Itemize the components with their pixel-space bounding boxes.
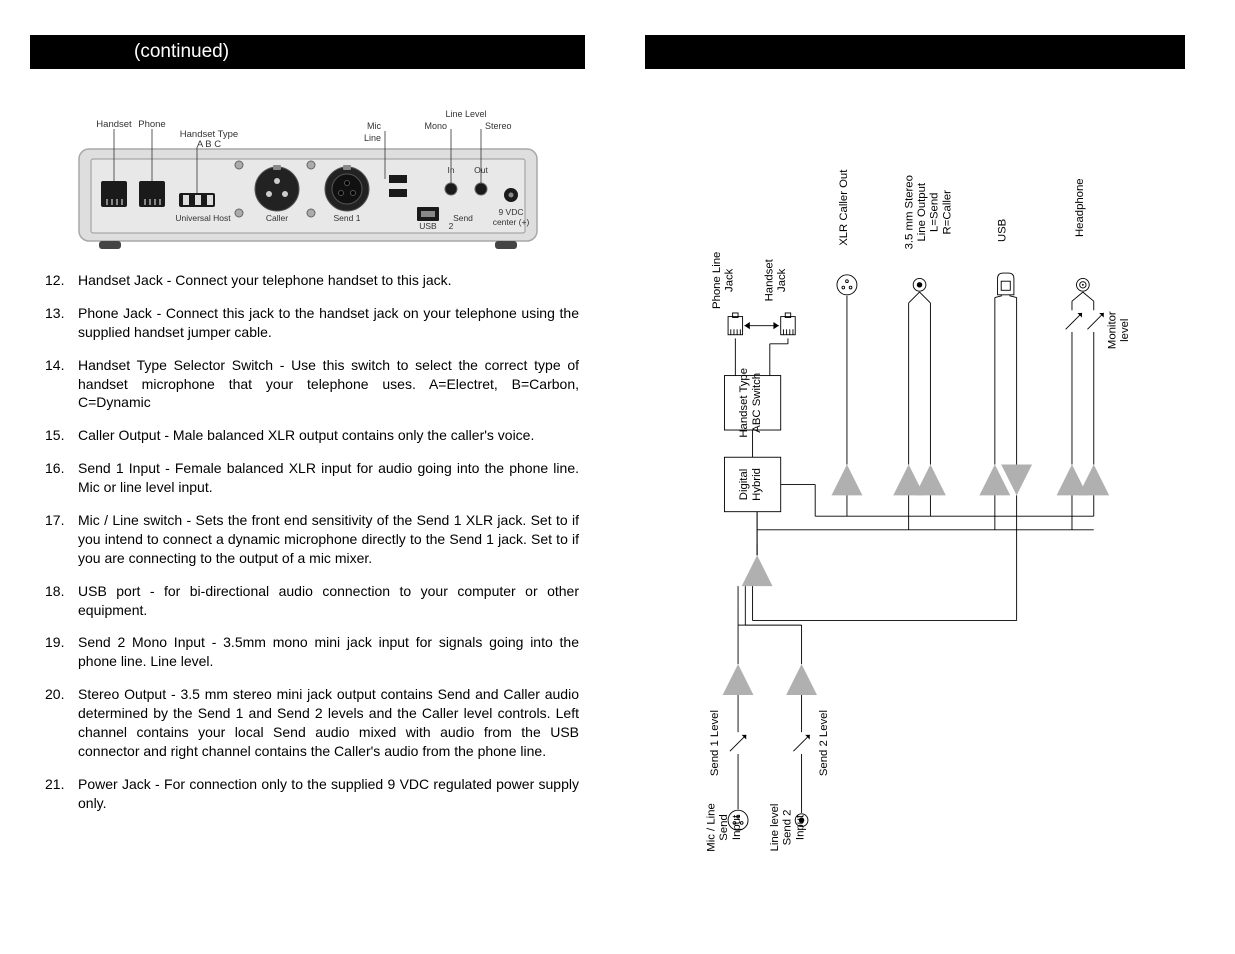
svg-text:Handset: Handset xyxy=(96,119,132,130)
right-header xyxy=(645,35,1185,69)
svg-text:Stereo: Stereo xyxy=(485,121,512,131)
item-text: USB port - for bi-directional audio conn… xyxy=(78,583,579,618)
rear-panel-diagram: Universal HostCallerSend 1USB2Send9 VDCc… xyxy=(63,89,553,251)
svg-text:Line: Line xyxy=(363,133,380,143)
item-number: 12. xyxy=(45,271,64,290)
item-text: Send 2 Mono Input - 3.5mm mono mini jack… xyxy=(78,634,579,669)
item-text: Stereo Output - 3.5 mm stereo mini jack … xyxy=(78,686,579,759)
item-text: Send 1 Input - Female balanced XLR input… xyxy=(78,460,579,495)
svg-text:Universal Host: Universal Host xyxy=(175,213,231,223)
item-text: Mic / Line switch - Sets the front end s… xyxy=(78,512,579,566)
svg-text:HandsetJack: HandsetJack xyxy=(764,258,789,301)
item-text: Handset Type Selector Switch - Use this … xyxy=(78,357,579,411)
item-text: Handset Jack - Connect your telephone ha… xyxy=(78,272,452,288)
svg-text:Line levelSend 2Input: Line levelSend 2Input xyxy=(769,804,806,852)
svg-text:Phone LineJack: Phone LineJack xyxy=(711,252,736,309)
right-column: Mic / LineSendInputLine levelSend 2Input… xyxy=(645,35,1185,919)
item-text: Caller Output - Male balanced XLR output… xyxy=(78,427,534,443)
svg-text:Caller: Caller xyxy=(265,213,287,223)
svg-text:USB: USB xyxy=(997,219,1009,242)
svg-text:Send 1 Level: Send 1 Level xyxy=(709,710,721,776)
list-item: 19.Send 2 Mono Input - 3.5mm mono mini j… xyxy=(78,633,585,671)
svg-text:Mono: Mono xyxy=(424,121,447,131)
left-header-text: (continued) xyxy=(134,41,229,63)
item-number: 21. xyxy=(45,775,64,794)
svg-text:Send 1: Send 1 xyxy=(333,213,360,223)
svg-text:USB: USB xyxy=(419,221,437,231)
list-item: 17.Mic / Line switch - Sets the front en… xyxy=(78,511,585,568)
svg-text:Send: Send xyxy=(453,213,473,223)
item-text: Power Jack - For connection only to the … xyxy=(78,776,579,811)
list-item: 15.Caller Output - Male balanced XLR out… xyxy=(78,426,585,445)
list-item: 14.Handset Type Selector Switch - Use th… xyxy=(78,356,585,413)
item-number: 20. xyxy=(45,685,64,704)
item-number: 13. xyxy=(45,304,64,323)
left-column: (continued) Universal Host Caller Send 1 US… xyxy=(30,35,585,919)
svg-text:Mic: Mic xyxy=(367,121,381,131)
item-number: 15. xyxy=(45,426,64,445)
left-header: (continued) xyxy=(30,35,585,69)
svg-text:Monitorlevel: Monitorlevel xyxy=(1107,311,1132,349)
item-number: 16. xyxy=(45,459,64,478)
svg-text:Phone: Phone xyxy=(138,119,165,130)
svg-text:XLR Caller Out: XLR Caller Out xyxy=(838,169,850,246)
svg-text:Send 2 Level: Send 2 Level xyxy=(818,710,830,776)
svg-text:DigitalHybrid: DigitalHybrid xyxy=(738,468,763,501)
item-number: 17. xyxy=(45,511,64,530)
svg-text:Handset TypeABC Switch: Handset TypeABC Switch xyxy=(738,368,763,438)
list-item: 20.Stereo Output - 3.5 mm stereo mini ja… xyxy=(78,685,585,761)
block-diagram: Mic / LineSendInputLine levelSend 2Input… xyxy=(670,89,1160,889)
list-item: 13.Phone Jack - Connect this jack to the… xyxy=(78,304,585,342)
svg-text:3.5 mm StereoLine OutputL=Send: 3.5 mm StereoLine OutputL=SendR=Caller xyxy=(903,175,953,249)
svg-text:Headphone: Headphone xyxy=(1074,178,1086,237)
description-list: 12. Handset Jack - Connect your telephone… xyxy=(30,271,585,813)
svg-text:center (+): center (+) xyxy=(492,217,529,227)
svg-text:Line Level: Line Level xyxy=(445,109,486,119)
svg-text:9 VDC: 9 VDC xyxy=(498,207,523,217)
item-number: 19. xyxy=(45,633,64,652)
list-item: 18.USB port - for bi-directional audio c… xyxy=(78,582,585,620)
list-item: 16.Send 1 Input - Female balanced XLR in… xyxy=(78,459,585,497)
list-item: 12.Handset Jack - Connect your telephone… xyxy=(78,271,585,290)
item-text: Phone Jack - Connect this jack to the ha… xyxy=(78,305,579,340)
item-number: 18. xyxy=(45,582,64,601)
svg-text:A B C: A B C xyxy=(196,139,220,150)
list-item: 21.Power Jack - For connection only to t… xyxy=(78,775,585,813)
item-number: 14. xyxy=(45,356,64,375)
